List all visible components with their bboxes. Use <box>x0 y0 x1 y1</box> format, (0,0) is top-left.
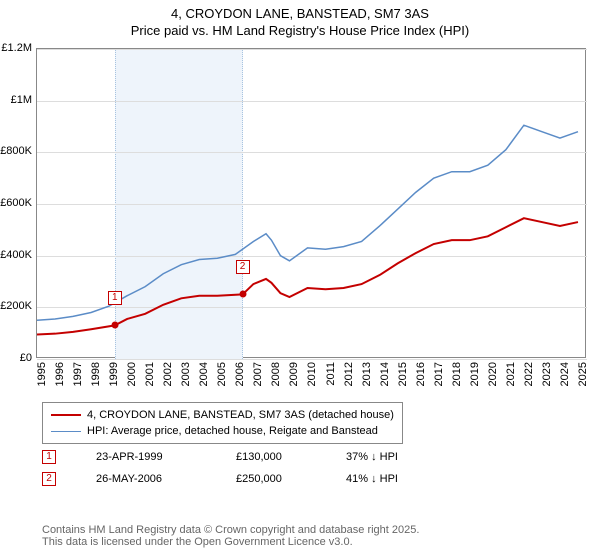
x-axis-tick-label: 2019 <box>469 362 481 386</box>
legend-row: 4, CROYDON LANE, BANSTEAD, SM7 3AS (deta… <box>51 407 394 423</box>
series-price_paid <box>37 218 578 334</box>
x-axis-tick-label: 2010 <box>306 362 318 386</box>
sale-price: £130,000 <box>236 451 306 463</box>
y-axis-tick-label: £400K <box>0 249 32 261</box>
sale-marker-badge: 1 <box>108 291 122 305</box>
x-axis-tick-label: 2024 <box>559 362 571 386</box>
x-axis-tick-label: 2009 <box>288 362 300 386</box>
x-axis-tick-label: 2005 <box>216 362 228 386</box>
chart-svg <box>37 49 587 359</box>
plot-area: 12 <box>36 48 586 358</box>
x-axis-tick-label: 1996 <box>54 362 66 386</box>
x-axis-tick-label: 2013 <box>361 362 373 386</box>
x-axis-tick-label: 2023 <box>541 362 553 386</box>
gridline <box>37 359 587 360</box>
sale-date: 26-MAY-2006 <box>96 473 196 485</box>
x-axis-tick-label: 2007 <box>252 362 264 386</box>
sale-row: 1 23-APR-1999 £130,000 37% ↓ HPI <box>42 446 436 468</box>
x-axis-tick-label: 1999 <box>108 362 120 386</box>
sale-marker-dot <box>111 322 118 329</box>
x-axis-tick-label: 2011 <box>325 362 337 386</box>
legend-label-hpi: HPI: Average price, detached house, Reig… <box>87 423 378 439</box>
sale-marker-badge: 1 <box>42 450 56 464</box>
y-axis-tick-label: £800K <box>0 145 32 157</box>
sale-marker-badge: 2 <box>236 260 250 274</box>
y-axis-tick-label: £1M <box>0 94 32 106</box>
x-axis-tick-label: 2004 <box>198 362 210 386</box>
y-axis-tick-label: £200K <box>0 300 32 312</box>
sale-pct-vs-hpi: 37% ↓ HPI <box>346 451 436 463</box>
legend-label-price-paid: 4, CROYDON LANE, BANSTEAD, SM7 3AS (deta… <box>87 407 394 423</box>
x-axis-tick-label: 2022 <box>523 362 535 386</box>
y-axis-tick-label: £1.2M <box>0 42 32 54</box>
legend-swatch-price-paid <box>51 414 81 416</box>
x-axis-tick-label: 2017 <box>433 362 445 386</box>
x-axis-tick-label: 2020 <box>487 362 499 386</box>
x-axis-tick-label: 2003 <box>180 362 192 386</box>
x-axis-tick-label: 2012 <box>343 362 355 386</box>
chart-title-line1: 4, CROYDON LANE, BANSTEAD, SM7 3AS <box>0 6 600 21</box>
sale-price: £250,000 <box>236 473 306 485</box>
legend-box: 4, CROYDON LANE, BANSTEAD, SM7 3AS (deta… <box>42 402 403 444</box>
legend-row: HPI: Average price, detached house, Reig… <box>51 423 394 439</box>
x-axis-tick-label: 2008 <box>270 362 282 386</box>
x-axis-tick-label: 2018 <box>451 362 463 386</box>
sale-row: 2 26-MAY-2006 £250,000 41% ↓ HPI <box>42 468 436 490</box>
x-axis-tick-label: 2016 <box>415 362 427 386</box>
footer-line2: This data is licensed under the Open Gov… <box>42 536 419 548</box>
x-axis-tick-label: 2001 <box>144 362 156 386</box>
x-axis-tick-label: 2002 <box>162 362 174 386</box>
chart-title-line2: Price paid vs. HM Land Registry's House … <box>0 23 600 38</box>
legend-swatch-hpi <box>51 431 81 432</box>
chart-title-block: 4, CROYDON LANE, BANSTEAD, SM7 3AS Price… <box>0 0 600 38</box>
x-axis-tick-label: 1998 <box>90 362 102 386</box>
sales-table: 1 23-APR-1999 £130,000 37% ↓ HPI 2 26-MA… <box>42 446 436 490</box>
footer-line1: Contains HM Land Registry data © Crown c… <box>42 524 419 536</box>
sale-pct-vs-hpi: 41% ↓ HPI <box>346 473 436 485</box>
x-axis-tick-label: 1995 <box>36 362 48 386</box>
x-axis-tick-label: 2021 <box>505 362 517 386</box>
x-axis-tick-label: 2014 <box>379 362 391 386</box>
y-axis-tick-label: £600K <box>0 197 32 209</box>
chart-container: 12 <box>36 48 586 358</box>
sale-marker-dot <box>239 291 246 298</box>
x-axis-tick-label: 2006 <box>234 362 246 386</box>
x-axis-tick-label: 2015 <box>397 362 409 386</box>
x-axis-tick-label: 2025 <box>577 362 589 386</box>
x-axis-tick-label: 1997 <box>72 362 84 386</box>
x-axis-tick-label: 2000 <box>126 362 138 386</box>
footer-attribution: Contains HM Land Registry data © Crown c… <box>42 524 419 548</box>
sale-date: 23-APR-1999 <box>96 451 196 463</box>
sale-marker-badge: 2 <box>42 472 56 486</box>
y-axis-tick-label: £0 <box>0 352 32 364</box>
